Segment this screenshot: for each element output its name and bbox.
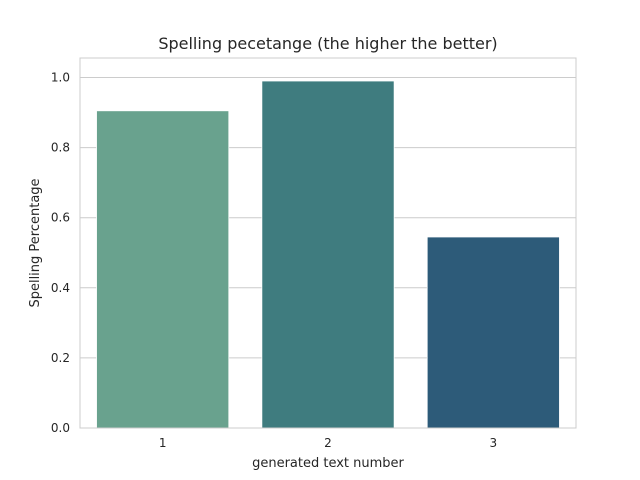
bar-1 [96, 110, 230, 429]
y-tick-label: 1.0 [51, 70, 70, 84]
x-tick-label: 3 [490, 436, 498, 450]
y-tick-label: 0.8 [51, 141, 70, 155]
y-axis-label: Spelling Percentage [28, 178, 43, 307]
plot-frame [79, 57, 577, 429]
y-tick-label: 0.0 [51, 421, 70, 435]
x-axis-label: generated text number [252, 456, 404, 471]
y-tick-label: 0.4 [51, 281, 70, 295]
x-tick-label: 2 [324, 436, 332, 450]
bars [96, 80, 560, 429]
x-tick-labels: 1 2 3 [159, 436, 497, 450]
chart-title: Spelling pecetange (the higher the bette… [158, 34, 497, 53]
x-tick-label: 1 [159, 436, 167, 450]
y-tick-labels: 0.0 0.2 0.4 0.6 0.8 1.0 [51, 70, 70, 435]
bar-2 [261, 80, 395, 429]
bar-3 [426, 236, 560, 429]
y-tick-label: 0.6 [51, 211, 70, 225]
y-tick-label: 0.2 [51, 351, 70, 365]
